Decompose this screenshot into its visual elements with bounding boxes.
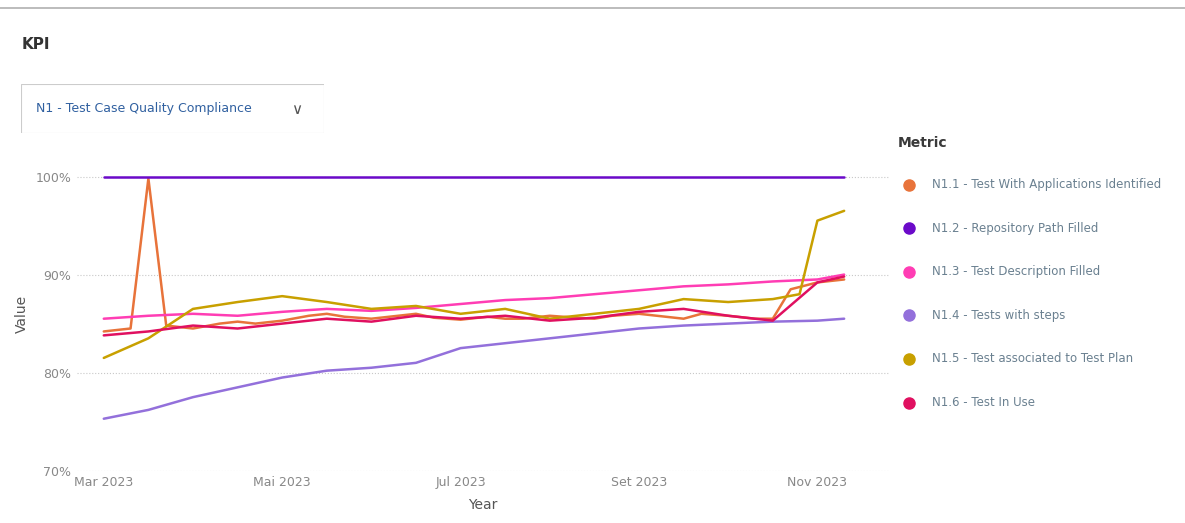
Text: N1.3 - Test Description Filled: N1.3 - Test Description Filled xyxy=(931,266,1100,278)
X-axis label: Year: Year xyxy=(468,497,498,511)
Y-axis label: Value: Value xyxy=(14,295,28,333)
Text: N1.1 - Test With Applications Identified: N1.1 - Test With Applications Identified xyxy=(931,178,1161,191)
Text: ∨: ∨ xyxy=(290,102,302,117)
Text: N1.2 - Repository Path Filled: N1.2 - Repository Path Filled xyxy=(931,222,1098,235)
Text: N1 - Test Case Quality Compliance: N1 - Test Case Quality Compliance xyxy=(37,102,252,115)
Text: KPI: KPI xyxy=(21,37,50,52)
Text: N1.6 - Test In Use: N1.6 - Test In Use xyxy=(931,396,1035,409)
Text: Metric: Metric xyxy=(898,136,948,150)
Text: N1.5 - Test associated to Test Plan: N1.5 - Test associated to Test Plan xyxy=(931,353,1133,366)
FancyBboxPatch shape xyxy=(21,84,324,133)
Text: N1.4 - Tests with steps: N1.4 - Tests with steps xyxy=(931,309,1065,322)
